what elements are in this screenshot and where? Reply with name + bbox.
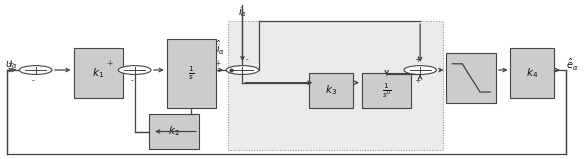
Bar — [150, 114, 199, 149]
Text: +: + — [414, 76, 420, 85]
Text: $k_3$: $k_3$ — [325, 84, 338, 97]
Bar — [310, 73, 353, 108]
Bar — [446, 53, 496, 103]
Text: $k_2$: $k_2$ — [168, 125, 180, 138]
Bar — [167, 38, 216, 108]
Circle shape — [404, 66, 436, 74]
Text: +: + — [414, 55, 420, 64]
Text: $\frac{1}{s^u}$: $\frac{1}{s^u}$ — [382, 81, 391, 100]
Text: +: + — [106, 59, 113, 69]
Text: $u_{\alpha}$: $u_{\alpha}$ — [5, 59, 18, 71]
Text: +: + — [7, 59, 13, 69]
Bar — [228, 21, 443, 150]
Circle shape — [19, 66, 52, 74]
Circle shape — [119, 66, 151, 74]
Text: $\hat{e}_{\alpha}$: $\hat{e}_{\alpha}$ — [566, 57, 578, 73]
Text: $i_{\alpha}$: $i_{\alpha}$ — [238, 5, 247, 19]
Text: -: - — [245, 55, 248, 64]
Text: -: - — [32, 76, 34, 85]
Text: $k_1$: $k_1$ — [92, 66, 105, 80]
Bar — [510, 48, 554, 98]
Circle shape — [226, 66, 259, 74]
Text: $\frac{1}{s}$: $\frac{1}{s}$ — [188, 65, 195, 82]
Bar — [74, 48, 123, 98]
Text: $k_4$: $k_4$ — [526, 66, 538, 80]
Text: $\hat{i}_{\alpha}$: $\hat{i}_{\alpha}$ — [216, 39, 225, 57]
Bar — [362, 73, 412, 108]
Text: -: - — [130, 76, 133, 85]
Text: +: + — [214, 59, 220, 69]
